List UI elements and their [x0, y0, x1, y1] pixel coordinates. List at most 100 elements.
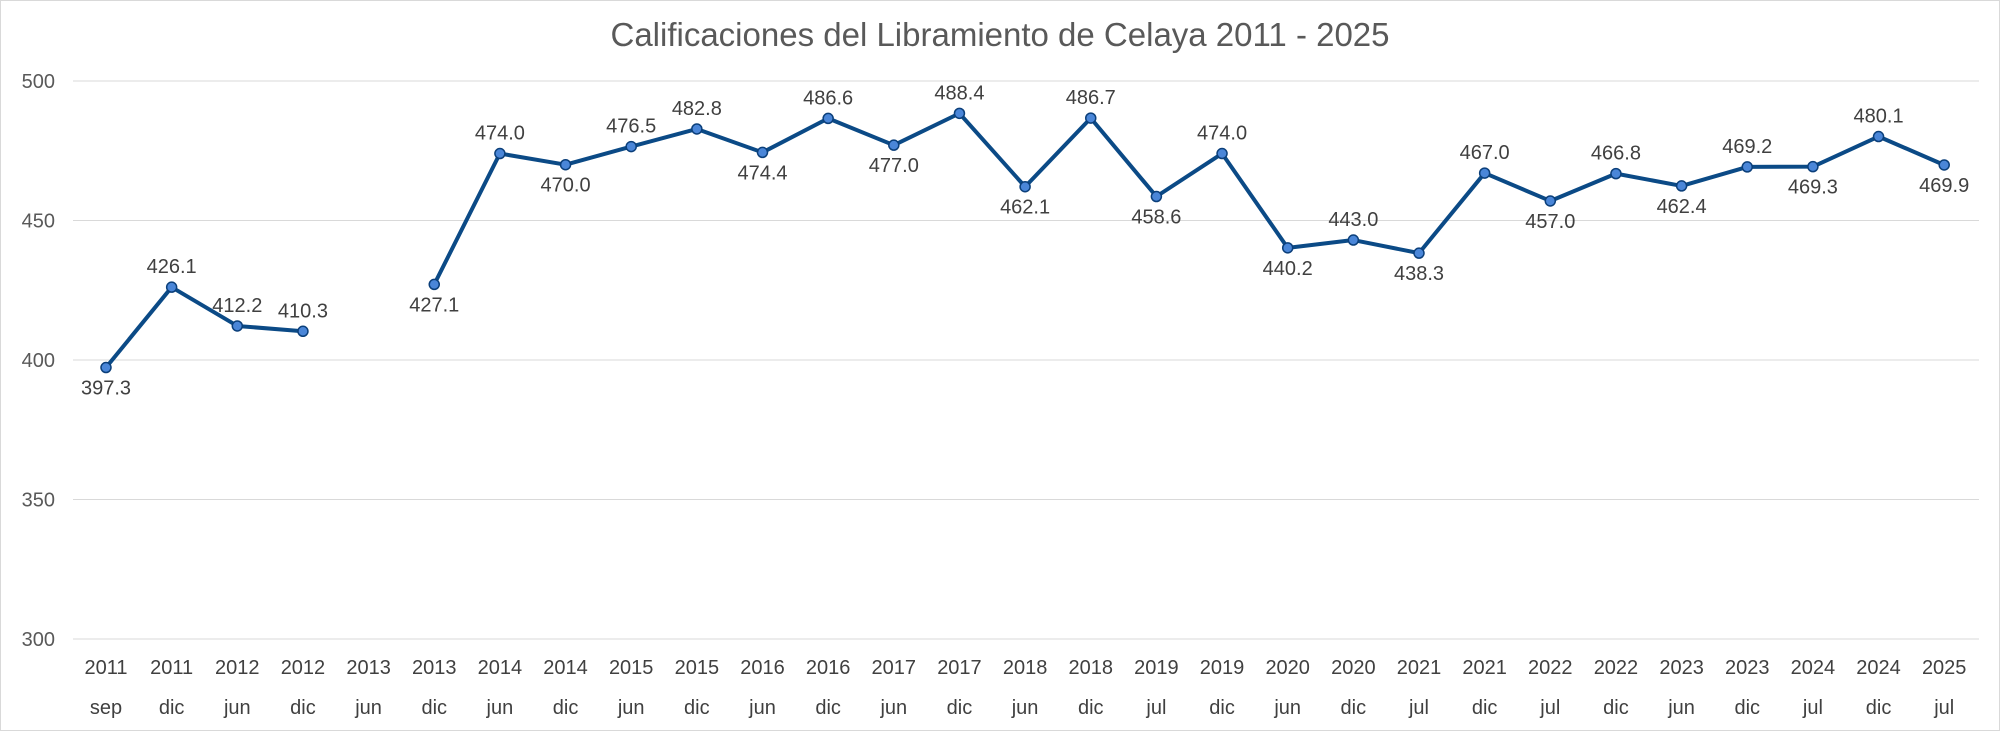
data-point: [1610, 167, 1622, 180]
x-tick-period: dic: [421, 697, 447, 719]
data-point: [231, 320, 244, 332]
x-tick-year: 2015: [675, 657, 720, 679]
data-label: 426.1: [147, 256, 197, 278]
x-tick-year: 2012: [215, 657, 260, 679]
y-tick-label: 400: [22, 350, 55, 372]
data-label: 477.0: [869, 155, 919, 177]
data-point: [1413, 247, 1425, 259]
x-tick-year: 2019: [1200, 657, 1245, 679]
y-tick-label: 350: [22, 490, 55, 512]
y-tick-label: 450: [22, 211, 55, 233]
x-tick-period: jun: [879, 697, 907, 719]
x-tick-period: dic: [815, 697, 841, 719]
data-point: [559, 158, 572, 171]
data-label: 440.2: [1263, 258, 1313, 280]
data-point: [1478, 167, 1491, 179]
data-point: [756, 146, 769, 159]
x-tick-year: 2018: [1003, 657, 1048, 679]
x-tick-period: dic: [1603, 697, 1629, 719]
data-label: 410.3: [278, 300, 328, 322]
data-point: [822, 112, 834, 125]
x-tick-year: 2020: [1265, 657, 1310, 679]
data-label: 474.0: [1197, 123, 1247, 145]
x-tick-period: dic: [1866, 697, 1892, 719]
x-tick-period: jul: [1539, 697, 1560, 719]
x-tick-period: dic: [1472, 697, 1498, 719]
x-tick-period: jun: [223, 697, 251, 719]
x-tick-year: 2011: [84, 657, 127, 679]
data-point: [1741, 161, 1753, 173]
data-point: [953, 107, 966, 120]
data-label: 469.2: [1722, 136, 1772, 158]
x-tick-year: 2023: [1725, 657, 1770, 679]
series-line-segment-2: [432, 111, 1947, 287]
x-tick-period: jun: [617, 697, 645, 719]
data-label: 470.0: [541, 175, 591, 197]
data-label: 466.8: [1591, 143, 1641, 165]
data-point: [888, 139, 900, 151]
x-tick-period: dic: [947, 697, 973, 719]
data-points: [100, 107, 1950, 374]
x-tick-year: 2013: [346, 657, 391, 679]
x-tick-year: 2015: [609, 657, 654, 679]
x-tick-period: dic: [1078, 697, 1104, 719]
x-tick-period: dic: [553, 697, 579, 719]
x-tick-year: 2012: [281, 657, 326, 679]
x-tick-period: jul: [1408, 697, 1429, 719]
data-label: 443.0: [1328, 209, 1378, 231]
y-axis-ticks: 300 350 400 450 500: [22, 71, 55, 651]
y-tick-label: 500: [22, 71, 55, 93]
chart-title: Calificaciones del Libramiento de Celaya…: [610, 16, 1389, 53]
data-label: 397.3: [81, 378, 131, 400]
data-point: [1019, 180, 1031, 193]
data-label: 476.5: [606, 116, 656, 138]
x-tick-year: 2016: [806, 657, 851, 679]
x-tick-period: dic: [684, 697, 710, 719]
data-label: 486.6: [803, 87, 853, 109]
series-line-segment-1: [104, 285, 305, 370]
x-tick-year: 2011: [150, 657, 193, 679]
data-label: 480.1: [1854, 106, 1904, 128]
data-label: 486.7: [1066, 87, 1116, 109]
x-tick-year: 2017: [937, 657, 982, 679]
x-tick-period: jun: [1011, 697, 1039, 719]
x-tick-period: sep: [90, 697, 122, 719]
data-point: [1807, 160, 1819, 173]
data-label: 488.4: [934, 82, 984, 104]
data-point: [297, 325, 309, 338]
data-point: [1150, 190, 1163, 203]
data-label: 474.0: [475, 123, 525, 145]
x-tick-period: dic: [1341, 697, 1367, 719]
data-point: [1281, 242, 1294, 254]
x-tick-period: jul: [1145, 697, 1166, 719]
x-tick-period: jun: [354, 697, 382, 719]
x-tick-period: dic: [1209, 697, 1235, 719]
x-tick-period: jun: [1273, 697, 1301, 719]
data-point: [494, 147, 506, 160]
series-line: [104, 111, 1947, 370]
x-tick-year: 2013: [412, 657, 457, 679]
x-tick-year: 2022: [1528, 657, 1573, 679]
x-tick-period: jun: [486, 697, 514, 719]
y-tick-label: 300: [22, 629, 55, 651]
data-label: 474.4: [737, 162, 787, 184]
data-point: [1085, 112, 1097, 124]
x-tick-year: 2022: [1594, 657, 1639, 679]
data-label: 438.3: [1394, 263, 1444, 285]
data-point: [1347, 234, 1360, 246]
data-point: [428, 278, 440, 291]
data-label: 467.0: [1460, 142, 1510, 164]
x-tick-period: jul: [1933, 697, 1954, 719]
data-point: [1544, 195, 1557, 207]
data-point: [691, 123, 703, 135]
data-point: [1675, 180, 1688, 192]
gridlines: [73, 80, 1979, 640]
x-tick-period: jul: [1802, 697, 1823, 719]
x-tick-year: 2024: [1856, 657, 1901, 679]
x-tick-year: 2014: [543, 657, 588, 679]
x-tick-year: 2018: [1069, 657, 1114, 679]
x-axis-ticks: 2011 sep 2011 dic 2012 jun 2012 dic 2013 jun 2013 d…: [84, 657, 1966, 719]
data-point: [1938, 159, 1950, 171]
data-label: 462.4: [1657, 196, 1707, 218]
data-point: [100, 361, 112, 374]
